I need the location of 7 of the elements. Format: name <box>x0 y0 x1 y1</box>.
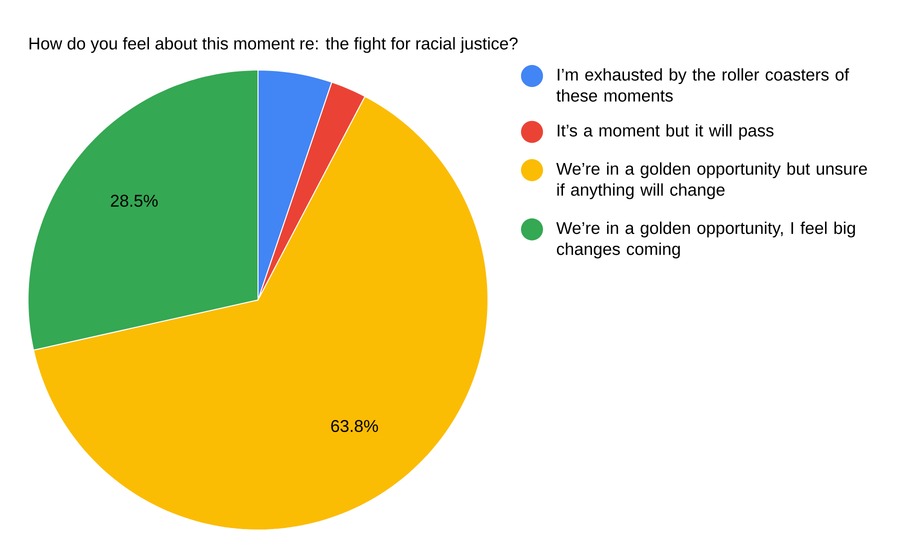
legend-label: We’re in a golden opportunity, I feel big changes coming <box>556 222 855 258</box>
legend-label: It’s a moment but it will pass <box>558 124 774 140</box>
chart-title: How do you feel about this moment re: the fight for racial justice? <box>30 37 518 53</box>
data-label: 28.5% <box>110 194 158 207</box>
data-label: 63.8% <box>331 420 378 432</box>
legend-label: We’re in a golden opportunity but unsure if anything will change <box>556 162 867 200</box>
legend-label: I’m exhausted by the roller coasters of these moments <box>556 68 850 102</box>
